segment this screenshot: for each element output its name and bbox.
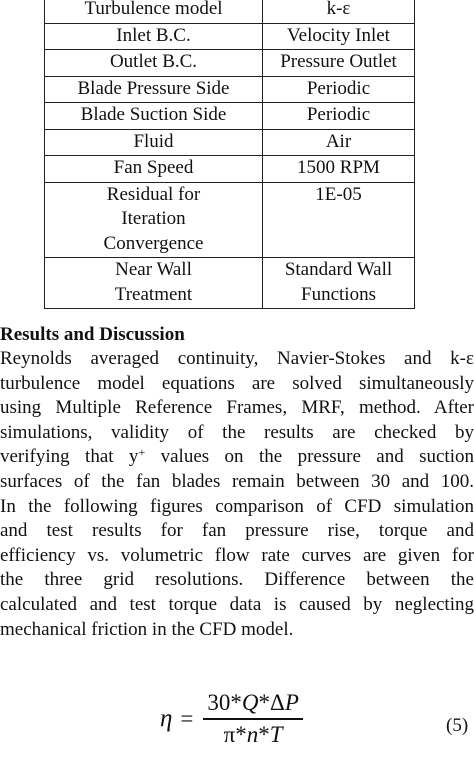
table-row: Near Wall Treatment Standard Wall Functions [44, 257, 415, 309]
parameter-name-cell: Outlet B.C. [44, 49, 263, 77]
cell-text: Pressure Outlet [280, 51, 397, 72]
cell-text: Near Wall [115, 259, 192, 280]
body-paragraph: Reynolds averaged continuity, Navier-Sto… [0, 347, 474, 642]
paragraph-line: Reynolds averaged continuity, Navier-Sto… [0, 348, 474, 369]
cell-text: Inlet B.C. [116, 24, 191, 46]
table-row: Blade Suction Side Periodic [44, 102, 415, 130]
cell-text: 1500 RPM [297, 157, 380, 178]
cell-text: Periodic [306, 104, 371, 125]
paragraph-line: surfaces of the fan blades remain betwee… [0, 470, 474, 492]
cell-text: Fan Speed [113, 157, 194, 178]
parameter-value-cell: Air [262, 128, 415, 156]
paragraph-line: and test results for fan pressure rise, … [0, 520, 474, 542]
cell-text: Standard Wall [284, 259, 393, 280]
parameter-value-cell: k-ε [262, 0, 415, 24]
cell-text: Residual for [106, 183, 201, 205]
table-row: Turbulence model k-ε [44, 0, 415, 24]
cell-text: Blade Suction Side [80, 104, 227, 125]
paragraph-line: verifying that y+ values on the pressure… [0, 445, 474, 468]
paragraph-line: calculated and test torque data is cause… [0, 593, 474, 615]
cell-text: Blade Pressure Side [77, 77, 230, 99]
parameter-value-cell: Standard Wall Functions [262, 257, 415, 309]
equation-numerator: 30*Q*ΔP [207, 690, 299, 715]
parameter-value-cell: Periodic [262, 75, 415, 103]
cell-text: Turbulence model [84, 0, 223, 19]
equation-lhs: η [160, 704, 173, 732]
parameter-name-cell: Fluid [44, 128, 263, 156]
fraction-bar [203, 718, 303, 720]
table-row: Residual for Iteration Convergence 1E-05 [44, 181, 415, 258]
cell-text: Functions [301, 283, 376, 305]
cell-text: Velocity Inlet [287, 24, 390, 46]
paragraph-line: In the following figures comparison of C… [0, 495, 474, 517]
paragraph-line: simulations, validity of the results are… [0, 421, 474, 443]
cell-text: Outlet B.C. [109, 51, 198, 72]
table-row: Fluid Air [44, 128, 415, 156]
cell-text: Iteration [121, 208, 186, 229]
parameter-name-cell: Near Wall Treatment [44, 257, 263, 309]
parameter-name-cell: Inlet B.C. [44, 22, 263, 50]
cell-text: Air [325, 130, 352, 152]
paragraph-line: the three grid resolutions. Difference b… [0, 569, 474, 591]
parameter-name-cell: Turbulence model [44, 0, 263, 24]
parameter-value-cell: 1E-05 [262, 181, 415, 258]
superscript-plus: + [138, 445, 146, 460]
table-row: Blade Pressure Side Periodic [44, 75, 415, 103]
parameter-name-cell: Fan Speed [44, 155, 263, 183]
section-heading: Results and Discussion [0, 324, 185, 345]
efficiency-equation: η = 30*Q*ΔP π*n*T [160, 690, 303, 748]
cell-text: k-ε [326, 0, 351, 19]
equation-fraction: 30*Q*ΔP π*n*T [203, 690, 303, 748]
paragraph-line: mechanical friction in the CFD model. [0, 618, 294, 640]
table-row: Inlet B.C. Velocity Inlet [44, 22, 415, 50]
parameter-value-cell: Pressure Outlet [262, 49, 415, 77]
cell-text: Periodic [306, 77, 371, 99]
parameter-value-cell: Periodic [262, 102, 415, 130]
paragraph-line: efficiency vs. volumetric flow rate curv… [0, 544, 474, 566]
paragraph-line: using Multiple Reference Frames, MRF, me… [0, 397, 474, 419]
paragraph-line: turbulence model equations are solved si… [0, 372, 474, 394]
equation-denominator: π*n*T [223, 721, 283, 747]
parameter-value-cell: 1500 RPM [262, 155, 415, 183]
table-body: Turbulence model k-ε Inlet B.C. Velocity In… [44, 0, 415, 309]
cell-text: Treatment [114, 283, 193, 305]
equation-number: (5) [446, 715, 469, 736]
parameter-value-cell: Velocity Inlet [262, 22, 415, 50]
cell-text: 1E-05 [315, 183, 362, 205]
table-row: Outlet B.C. Pressure Outlet [44, 49, 415, 77]
simulation-parameters-table: Turbulence model k-ε Inlet B.C. Velocity In… [44, 0, 415, 309]
table-row: Fan Speed 1500 RPM [44, 155, 415, 183]
equation-equals: = [180, 705, 194, 731]
cell-text: Convergence [103, 232, 204, 254]
parameter-name-cell: Residual for Iteration Convergence [44, 181, 263, 258]
parameter-name-cell: Blade Suction Side [44, 102, 263, 130]
cell-text: Fluid [133, 130, 174, 152]
parameter-name-cell: Blade Pressure Side [44, 75, 263, 103]
